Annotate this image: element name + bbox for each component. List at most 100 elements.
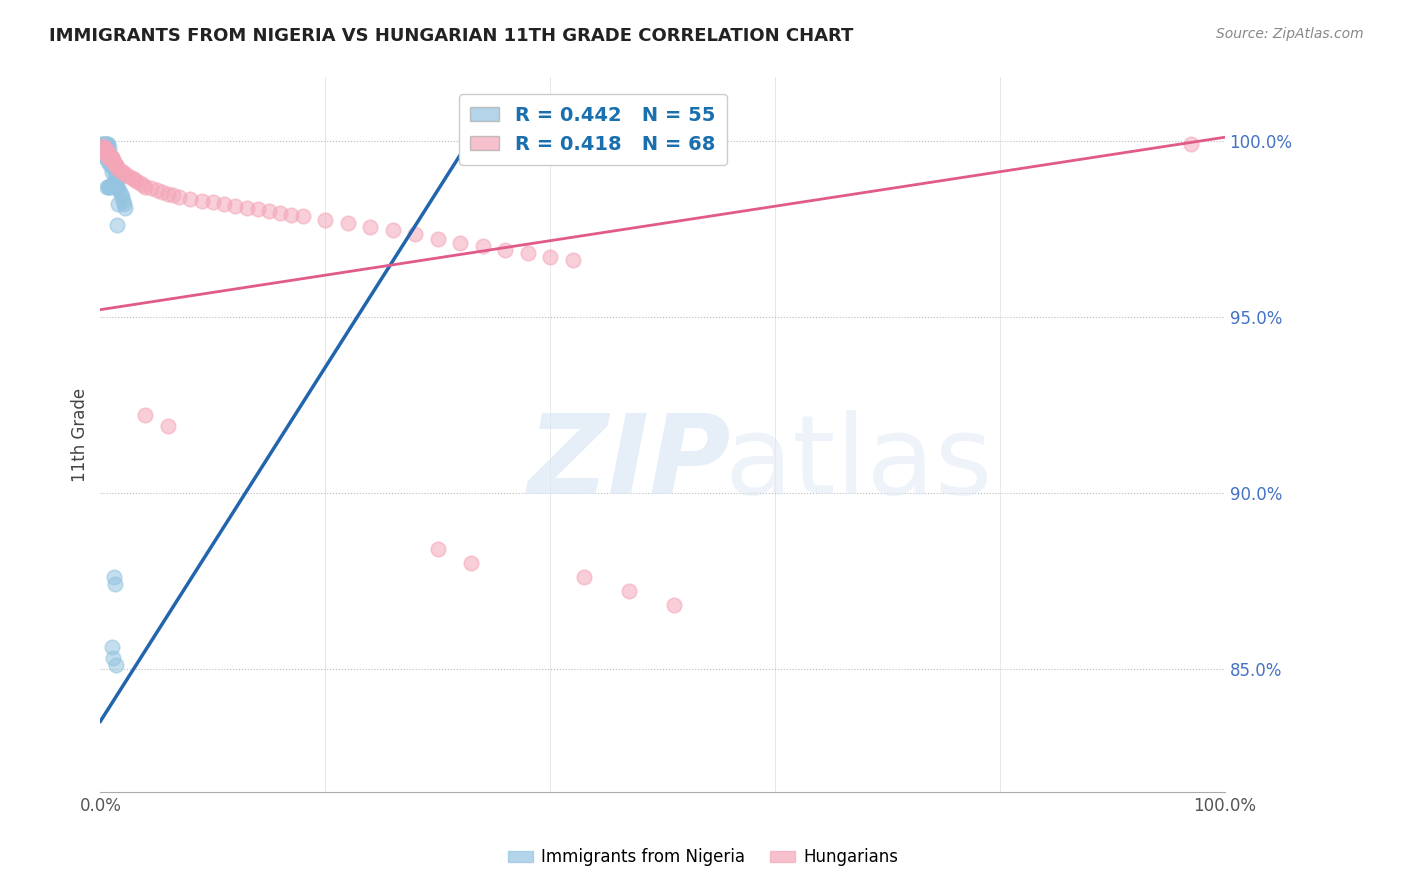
Point xyxy=(103,570,125,584)
Point xyxy=(291,210,314,224)
Point xyxy=(121,170,143,185)
Point xyxy=(110,186,132,201)
Point xyxy=(572,570,595,584)
Point xyxy=(494,243,516,257)
Point xyxy=(94,143,117,157)
Point xyxy=(96,148,118,162)
Point xyxy=(426,232,449,246)
Point xyxy=(94,145,117,159)
Point xyxy=(359,219,381,234)
Point xyxy=(224,199,246,213)
Point xyxy=(103,176,125,190)
Point xyxy=(111,165,134,179)
Point xyxy=(100,152,122,166)
Point xyxy=(134,408,156,422)
Point xyxy=(98,179,121,194)
Point xyxy=(96,179,118,194)
Point xyxy=(107,172,129,186)
Point xyxy=(91,139,114,153)
Point xyxy=(105,158,128,172)
Point xyxy=(100,153,122,168)
Point xyxy=(100,158,122,172)
Point xyxy=(100,640,122,655)
Point xyxy=(516,246,538,260)
Point xyxy=(103,154,125,169)
Point xyxy=(125,174,148,188)
Point xyxy=(179,192,201,206)
Text: IMMIGRANTS FROM NIGERIA VS HUNGARIAN 11TH GRADE CORRELATION CHART: IMMIGRANTS FROM NIGERIA VS HUNGARIAN 11T… xyxy=(49,27,853,45)
Point xyxy=(96,137,118,152)
Point xyxy=(114,167,136,181)
Point xyxy=(94,145,117,159)
Point xyxy=(100,158,122,172)
Point xyxy=(107,161,129,176)
Point xyxy=(94,145,117,159)
Point xyxy=(98,152,121,166)
Y-axis label: 11th Grade: 11th Grade xyxy=(72,387,89,482)
Point xyxy=(94,146,117,161)
Point xyxy=(90,137,112,152)
Point xyxy=(94,141,117,155)
Point xyxy=(449,235,471,250)
Point xyxy=(105,179,128,194)
Point xyxy=(101,153,124,168)
Point xyxy=(105,179,128,194)
Point xyxy=(94,152,117,166)
Point xyxy=(235,201,257,215)
Point xyxy=(101,651,124,665)
Point xyxy=(91,137,114,152)
Point xyxy=(96,148,118,162)
Point xyxy=(104,179,127,194)
Point xyxy=(97,148,120,162)
Point xyxy=(139,181,162,195)
Point xyxy=(93,148,115,162)
Point xyxy=(96,152,118,166)
Point xyxy=(110,163,132,178)
Point xyxy=(134,179,156,194)
Point xyxy=(97,137,120,152)
Point xyxy=(314,213,336,227)
Point xyxy=(104,165,127,179)
Point xyxy=(381,223,404,237)
Point xyxy=(150,185,173,199)
Point xyxy=(105,218,128,232)
Point xyxy=(128,176,150,190)
Point xyxy=(105,172,128,186)
Point xyxy=(111,190,134,204)
Point xyxy=(538,250,561,264)
Point xyxy=(100,165,122,179)
Point xyxy=(111,194,134,208)
Legend: R = 0.442   N = 55, R = 0.418   N = 68: R = 0.442 N = 55, R = 0.418 N = 68 xyxy=(458,95,727,165)
Text: ZIP: ZIP xyxy=(527,409,731,516)
Point xyxy=(156,186,179,201)
Point xyxy=(662,598,685,612)
Text: atlas: atlas xyxy=(724,409,993,516)
Point xyxy=(460,556,482,570)
Point xyxy=(336,217,359,231)
Point xyxy=(105,169,128,183)
Point xyxy=(190,194,212,208)
Point xyxy=(257,204,280,219)
Point xyxy=(96,145,118,159)
Point xyxy=(1180,137,1202,152)
Point xyxy=(404,227,426,241)
Point xyxy=(471,239,494,253)
Point xyxy=(94,137,117,152)
Point xyxy=(105,160,128,174)
Point xyxy=(97,145,120,159)
Point xyxy=(212,197,235,211)
Text: Source: ZipAtlas.com: Source: ZipAtlas.com xyxy=(1216,27,1364,41)
Point xyxy=(105,658,128,673)
Point xyxy=(280,208,302,222)
Point xyxy=(108,183,131,197)
Point xyxy=(98,148,121,162)
Point xyxy=(426,541,449,556)
Point xyxy=(107,197,129,211)
Point xyxy=(94,137,117,152)
Point xyxy=(145,183,167,197)
Point xyxy=(246,202,269,217)
Point xyxy=(91,139,114,153)
Point xyxy=(93,141,115,155)
Point xyxy=(98,148,121,162)
Point xyxy=(93,141,115,155)
